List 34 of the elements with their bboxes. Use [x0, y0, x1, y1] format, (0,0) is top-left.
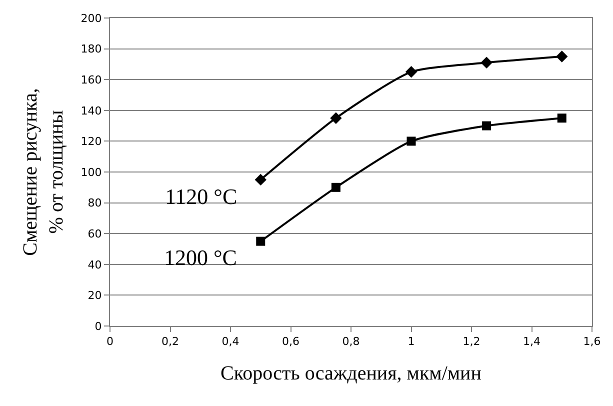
- y-tick-label: 20: [88, 289, 102, 302]
- point: [556, 50, 568, 62]
- y-tick-label: 60: [88, 227, 102, 240]
- y-tick-label: 120: [80, 135, 102, 148]
- point: [256, 236, 266, 246]
- x-tick-label: 1: [408, 335, 415, 348]
- y-tick-label: 180: [80, 42, 102, 56]
- x-tick-label: 0: [106, 335, 114, 348]
- point: [406, 136, 416, 146]
- y-tick-label: 140: [80, 104, 102, 118]
- point: [330, 112, 342, 124]
- y-axis-title: Смещение рисунка, % от толщины: [19, 88, 68, 256]
- x-tick-label: 1,4: [523, 335, 540, 348]
- point: [557, 114, 566, 123]
- point: [482, 121, 492, 130]
- x-tick-label: 1,2: [462, 335, 480, 348]
- series-label: 1200 °C: [164, 245, 237, 270]
- y-tick-label: 160: [80, 73, 102, 86]
- point: [331, 182, 340, 192]
- x-axis-title: Скорость осаждения, мкм/мин: [220, 362, 482, 385]
- x-tick-label: 0,2: [162, 335, 179, 348]
- y-tick-label: 0: [94, 320, 102, 333]
- point: [254, 174, 266, 186]
- x-tick-label: 1,6: [583, 335, 601, 348]
- series-label: 1120 °C: [165, 184, 238, 209]
- y-tick-label: 100: [80, 166, 102, 179]
- point: [480, 56, 492, 69]
- x-tick-label: 0,4: [222, 335, 240, 348]
- x-tick-label: 0,8: [342, 335, 360, 348]
- point: [405, 66, 418, 78]
- y-tick-label: 200: [80, 12, 102, 25]
- x-tick-label: 0,6: [282, 335, 300, 348]
- y-tick-label: 80: [88, 196, 102, 210]
- y-tick-label: 40: [88, 258, 102, 272]
